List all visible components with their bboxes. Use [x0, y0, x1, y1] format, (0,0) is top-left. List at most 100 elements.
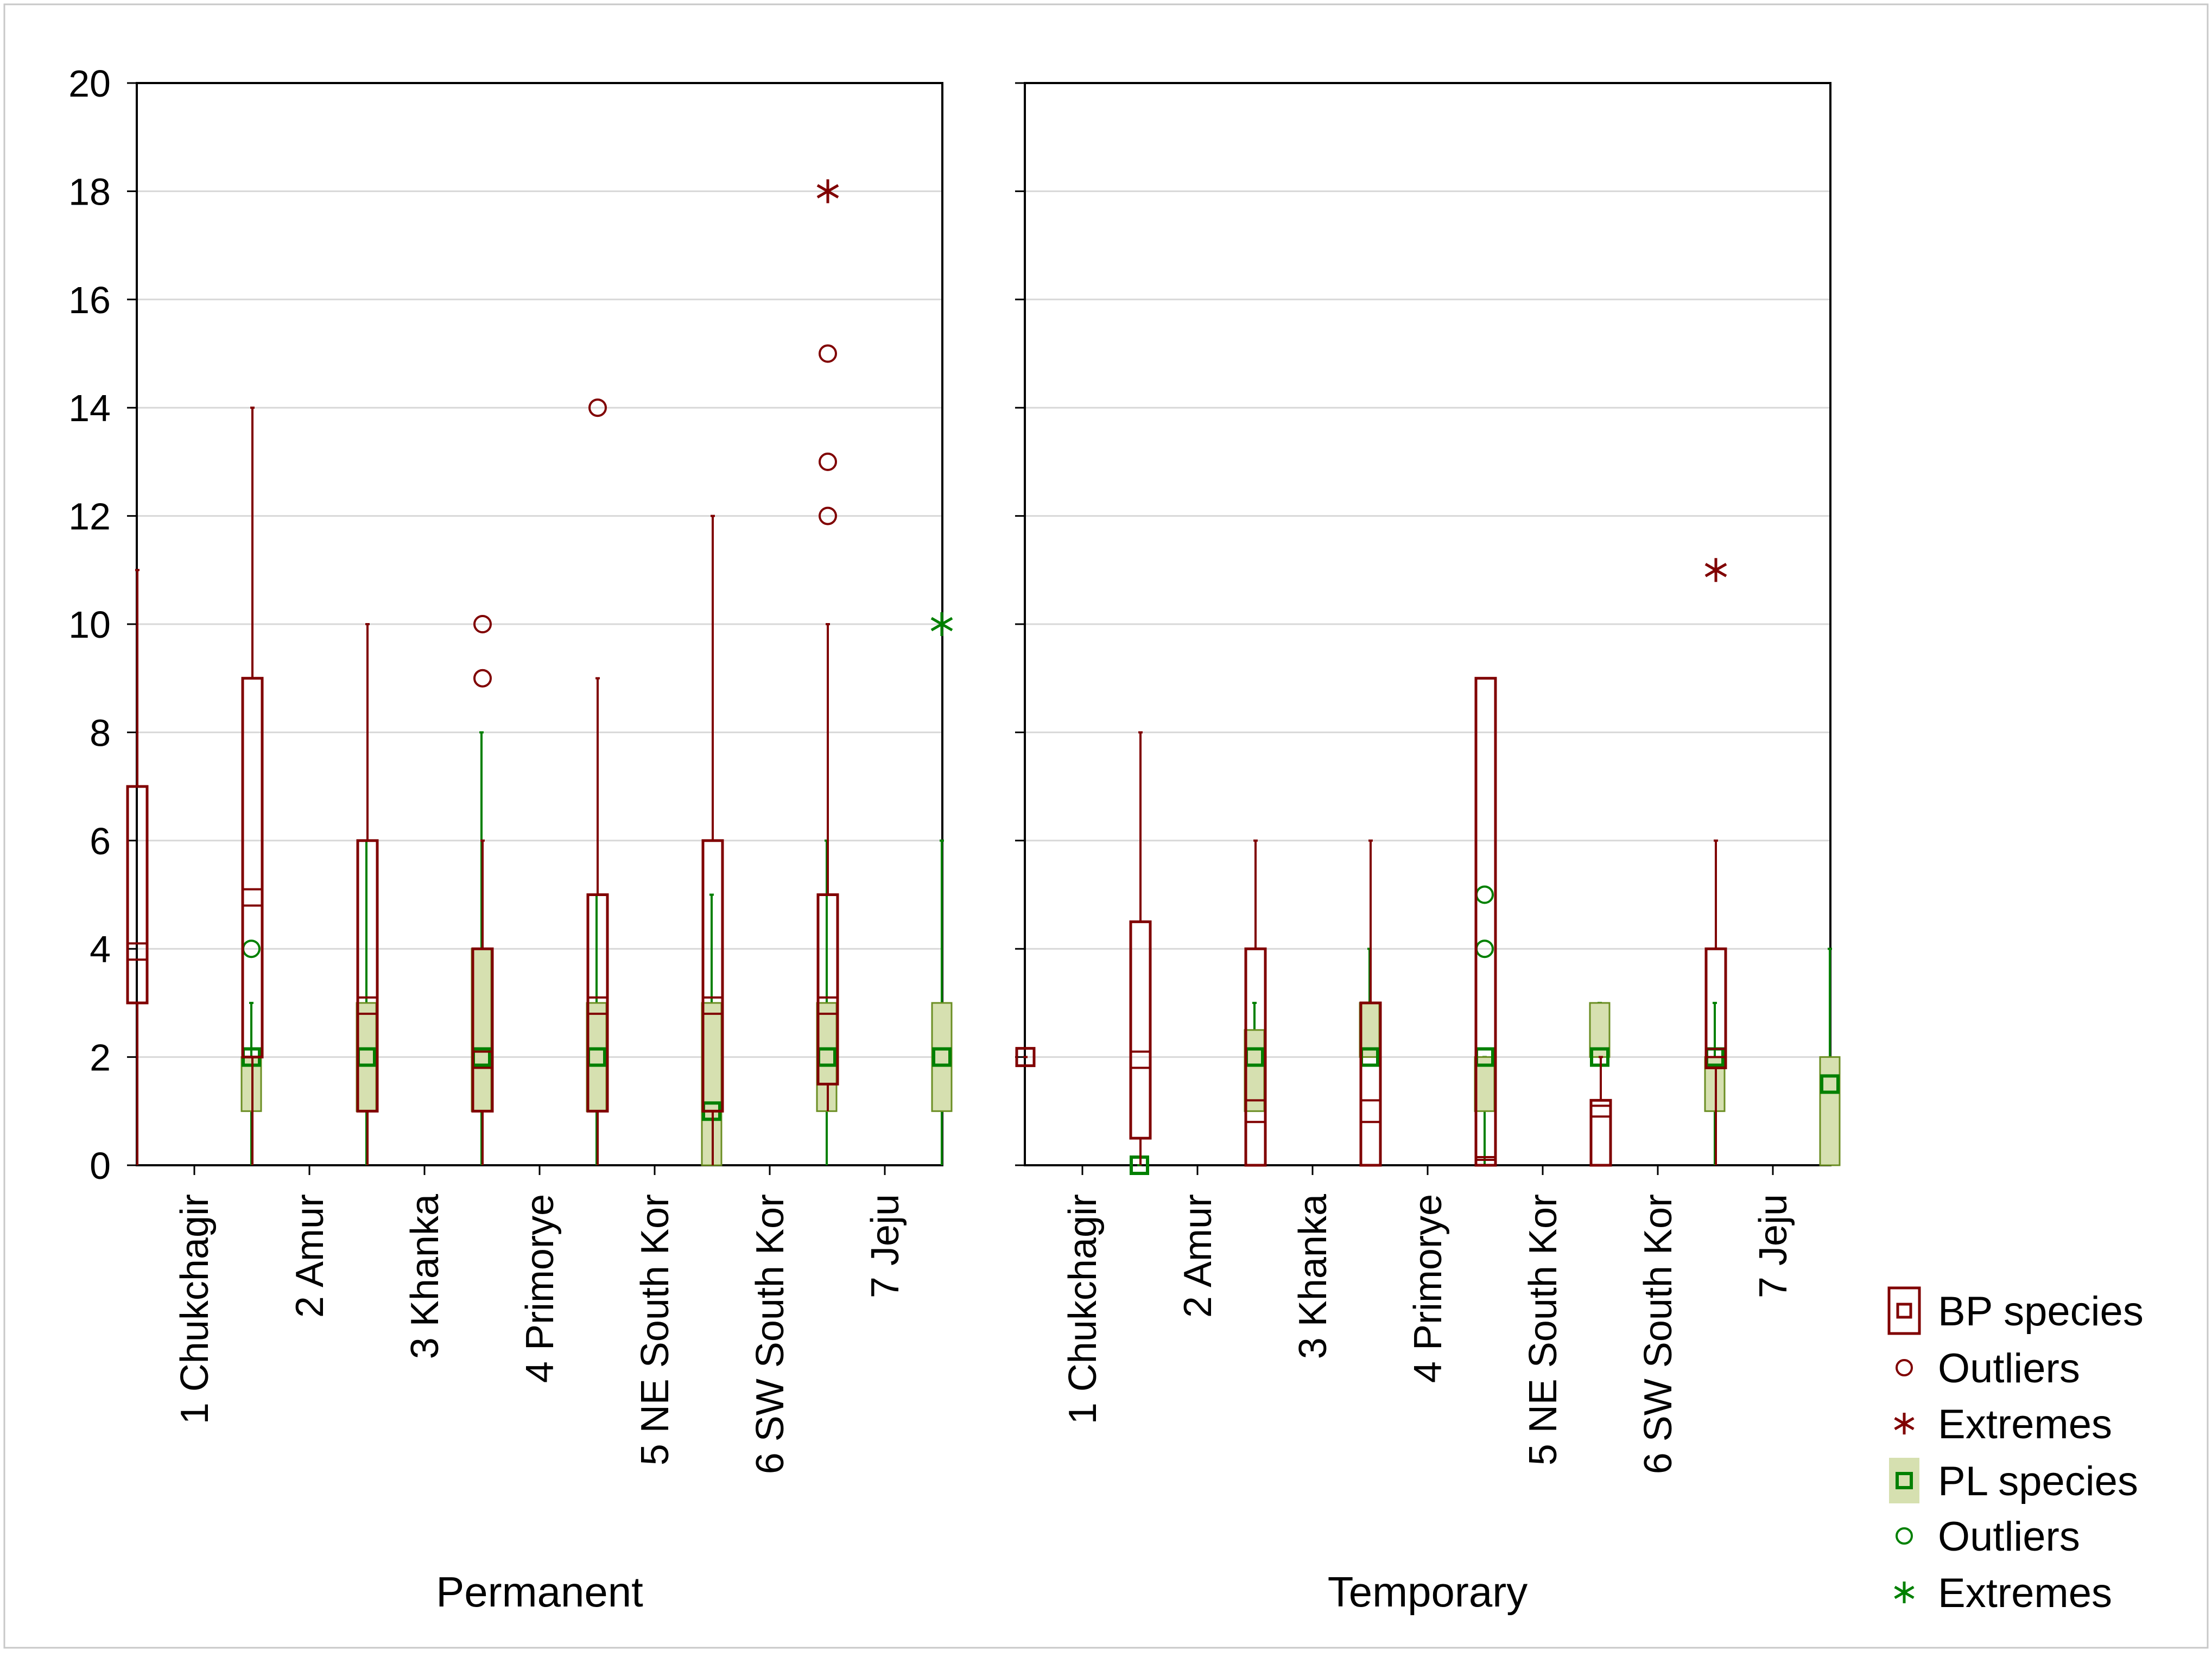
legend-symbol-extreme	[1894, 1582, 1915, 1603]
legend-label: Extremes	[1938, 1570, 2112, 1616]
pl-box-4	[586, 893, 607, 1165]
bp-box-2	[241, 407, 264, 1165]
bp-outlier-point	[588, 398, 607, 417]
bp-box-3	[356, 623, 379, 1165]
bp-box-rect	[241, 677, 264, 1059]
legend-symbol-bp-median	[1896, 1303, 1912, 1319]
category-label: 6 SW South Kor	[749, 1194, 792, 1474]
y-tick-label: 2	[90, 1037, 111, 1079]
legend-symbol-outlier	[1896, 1359, 1913, 1376]
bp-box-1	[126, 569, 149, 1165]
legend-symbol-bp-box	[1887, 1286, 1921, 1335]
bp-outlier-point	[819, 452, 837, 471]
plot-panels: 0 2 4 6 8 10 12 14 16 18 20 1 Chukchagir 2 Amur 3 Kha…	[68, 62, 1841, 1616]
bp-box-6	[701, 515, 724, 1165]
pl-box-7	[1819, 948, 1841, 1166]
category-label: 5 NE South Kor	[633, 1194, 677, 1465]
bp-box-rect	[1589, 1098, 1612, 1167]
legend-label: Extremes	[1938, 1401, 2112, 1447]
bp-extreme-point	[816, 179, 839, 204]
legend-label: BP species	[1938, 1288, 2144, 1335]
bp-box-rect	[356, 839, 379, 1113]
category-label: 5 NE South Kor	[1522, 1194, 1565, 1465]
legend-entry-5: Outliers	[1896, 1514, 2080, 1560]
bp-extreme-point-stroke	[816, 184, 839, 199]
legend-symbol-pl-median	[1896, 1472, 1913, 1489]
category-label: 7 Jeju	[864, 1194, 907, 1298]
bp-box-7	[816, 179, 839, 1112]
pl-extreme-point-stroke	[930, 617, 953, 632]
bp-box-4	[1359, 839, 1382, 1167]
category-label: 2 Amur	[288, 1194, 332, 1318]
bp-outlier-point	[819, 506, 837, 525]
bp-box-rect	[471, 947, 494, 1113]
panel-permanent: 0 2 4 6 8 10 12 14 16 18 20 1 Chukchagir 2 Amur 3 Kha…	[68, 62, 953, 1616]
pl-box-rect	[1819, 1056, 1841, 1166]
panel-xlabel: Permanent	[436, 1568, 643, 1616]
category-label: 3 Khanka	[1291, 1193, 1335, 1359]
pl-box-4	[1474, 885, 1495, 1165]
legend-entry-3: Extremes	[1894, 1401, 2112, 1447]
legend-symbol-outlier	[1896, 1527, 1913, 1545]
bp-box-rect	[1704, 947, 1727, 1070]
bp-median-marker	[1015, 1047, 1036, 1068]
panel-temporary: 1 Chukchagir 2 Amur 3 Khanka 4 Primorye 5 NE…	[1015, 82, 1841, 1616]
category-label: 4 Primorye	[518, 1194, 562, 1383]
y-tick-label: 6	[90, 820, 111, 862]
bp-box-5	[1474, 677, 1497, 1167]
y-tick-label: 14	[68, 387, 111, 429]
bp-box-1	[1015, 1047, 1036, 1068]
bp-box-rect	[1244, 947, 1267, 1167]
panel-xlabel: Temporary	[1328, 1568, 1528, 1616]
category-label: 4 Primorye	[1406, 1194, 1450, 1383]
bp-outlier-point	[473, 615, 492, 633]
y-tick-label: 0	[90, 1145, 111, 1187]
bp-box-6	[1589, 1056, 1612, 1167]
category-label: 2 Amur	[1176, 1194, 1220, 1318]
pl-extreme-point	[930, 612, 953, 636]
y-tick-label: 18	[68, 170, 111, 213]
y-tick-label: 20	[68, 62, 111, 105]
category-label: 6 SW South Kor	[1637, 1194, 1680, 1474]
legend-entry-1: BP species	[1887, 1286, 2144, 1335]
chart-outer-frame	[3, 3, 2209, 1649]
y-tick-label: 12	[68, 496, 111, 538]
bp-outlier-point	[819, 344, 837, 363]
legend-label: PL species	[1938, 1458, 2138, 1504]
bp-box-3	[1244, 839, 1267, 1167]
bp-box-rect	[701, 839, 724, 1113]
legend-symbol-pl-box	[1889, 1458, 1919, 1503]
bp-extreme-point	[1704, 558, 1727, 582]
bp-box-rect	[1129, 920, 1152, 1140]
bp-box-5	[586, 398, 609, 1165]
pl-median-marker	[1820, 1074, 1840, 1094]
category-label: 7 Jeju	[1752, 1194, 1795, 1298]
pl-box-5	[1589, 1001, 1611, 1067]
legend: BP species Outliers Extremes PL species Outl…	[1887, 1286, 2144, 1616]
bp-outlier-point	[473, 669, 492, 688]
category-label: 3 Khanka	[403, 1193, 447, 1359]
pl-box-rect	[471, 948, 492, 1112]
legend-symbol-extreme	[1894, 1413, 1915, 1434]
y-tick-label: 10	[68, 604, 111, 646]
category-label: 1 Chukchagir	[173, 1194, 217, 1424]
bp-box-7	[1704, 558, 1727, 1165]
y-tick-label: 4	[90, 928, 111, 970]
bp-box-rect	[1474, 677, 1497, 1167]
legend-entry-2: Outliers	[1896, 1345, 2080, 1392]
bp-box-rect	[1359, 1001, 1382, 1167]
y-tick-label: 16	[68, 279, 111, 321]
category-label: 1 Chukchagir	[1061, 1194, 1105, 1424]
pl-box-7	[930, 612, 953, 1165]
bp-box-rect	[586, 893, 609, 1113]
legend-label: Outliers	[1938, 1345, 2080, 1392]
legend-entry-4: PL species	[1889, 1458, 2138, 1504]
bp-box-rect	[816, 893, 839, 1085]
y-tick-label: 8	[90, 712, 111, 754]
bp-box-rect	[126, 785, 149, 1005]
bp-box-2	[1129, 731, 1152, 1165]
legend-label: Outliers	[1938, 1514, 2080, 1560]
pl-box-2	[1244, 1001, 1265, 1112]
